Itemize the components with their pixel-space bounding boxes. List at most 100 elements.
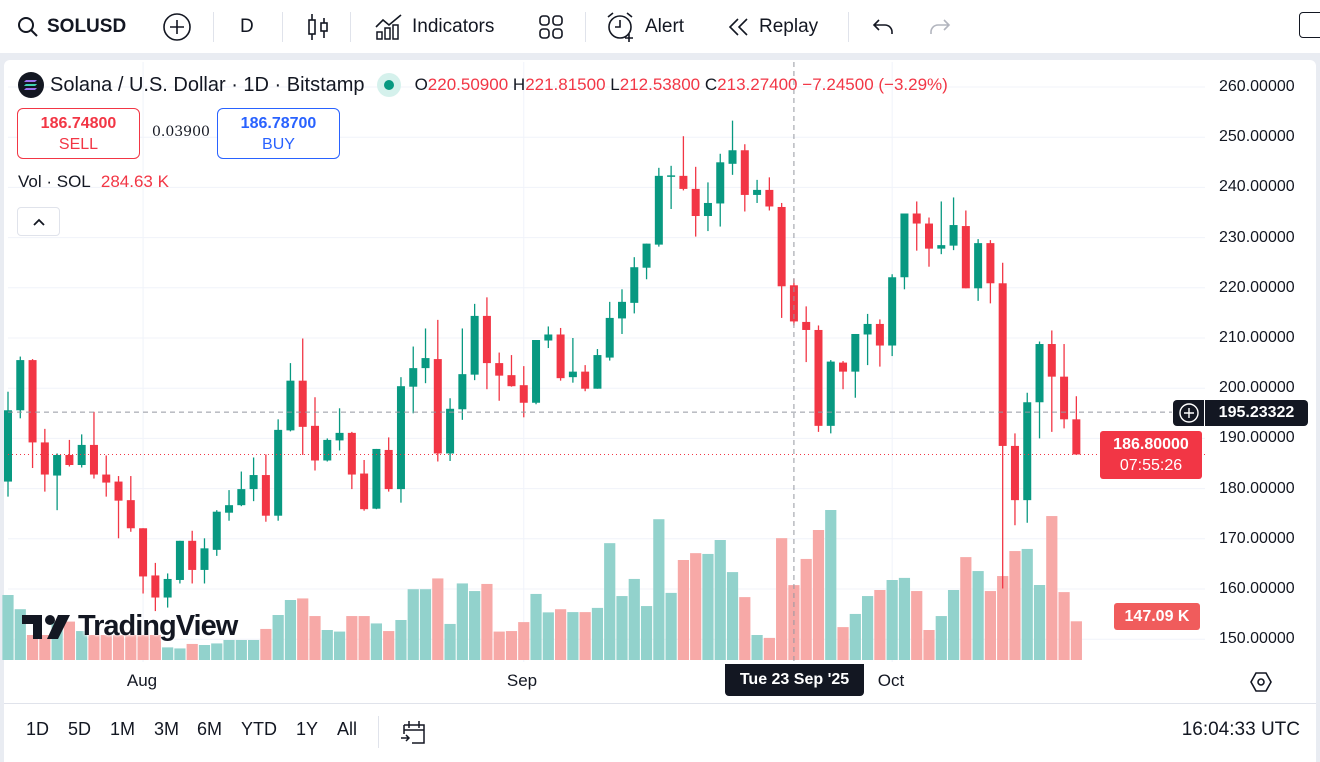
candle-down[interactable] [839,362,848,372]
candle-up[interactable] [212,511,221,550]
candle-up[interactable] [335,432,344,441]
candle-down[interactable] [789,285,798,322]
candle-up[interactable] [826,361,835,426]
symbol-search-button[interactable]: SOLUSD [17,0,126,53]
collapse-legend-button[interactable] [17,207,60,236]
range-5d[interactable]: 5D [68,719,92,739]
candle-up[interactable] [949,225,958,246]
candle-down[interactable] [89,444,98,475]
candle-up[interactable] [4,410,12,482]
candle-down[interactable] [679,175,688,189]
candle-up[interactable] [654,175,663,245]
candle-up[interactable] [286,380,295,431]
range-1m[interactable]: 1M [110,719,136,739]
replay-button[interactable]: Replay [727,0,818,53]
candle-down[interactable] [188,540,197,570]
candle-down[interactable] [482,315,491,364]
candle-down[interactable] [1060,376,1069,420]
candle-up[interactable] [409,368,418,387]
candle-up[interactable] [274,429,283,516]
candle-up[interactable] [937,245,946,249]
candle-down[interactable] [986,243,995,284]
candle-down[interactable] [360,473,369,510]
candle-up[interactable] [532,340,541,403]
candle-down[interactable] [961,226,970,289]
candle-down[interactable] [802,321,811,330]
undo-button[interactable] [871,0,895,53]
fullscreen-button[interactable] [1299,12,1320,38]
candle-down[interactable] [495,363,504,376]
candle-down[interactable] [998,283,1007,446]
candle-down[interactable] [433,359,442,454]
candle-up[interactable] [421,358,430,369]
candle-down[interactable] [311,425,319,461]
price-chart[interactable] [0,0,1320,700]
candle-up[interactable] [974,243,983,289]
sell-button[interactable]: 186.74800 SELL [17,108,140,159]
range-1d[interactable]: 1D [26,719,50,739]
candle-down[interactable] [912,213,921,224]
chart-type-button[interactable] [306,0,330,53]
candle-down[interactable] [765,189,774,207]
range-3m[interactable]: 3M [154,719,180,739]
candle-up[interactable] [888,277,897,346]
candle-up[interactable] [470,315,479,375]
candle-up[interactable] [458,374,467,410]
candle-down[interactable] [40,442,49,475]
candle-up[interactable] [642,243,651,268]
indicators-button[interactable]: Indicators [374,0,494,53]
compare-symbol-button[interactable] [162,0,192,53]
candle-down[interactable] [298,380,307,427]
candle-up[interactable] [200,548,209,570]
go-to-date-calendar-icon[interactable] [398,716,428,746]
candle-down[interactable] [126,500,135,529]
redo-button[interactable] [928,0,952,53]
candle-up[interactable] [323,439,332,461]
candle-up[interactable] [568,371,577,378]
alert-button[interactable]: Alert [605,0,684,53]
candle-up[interactable] [863,323,872,335]
interval-button[interactable]: D [240,0,254,53]
candle-down[interactable] [777,206,786,287]
range-ytd[interactable]: YTD [241,719,277,739]
candle-down[interactable] [519,385,528,403]
market-status-icon[interactable] [376,73,401,97]
candle-up[interactable] [249,475,258,490]
clock-timezone[interactable]: 16:04:33 UTC [1181,719,1300,740]
candle-down[interactable] [347,432,356,475]
candle-down[interactable] [114,481,123,501]
candle-up[interactable] [396,386,405,490]
settings-hexagon-icon[interactable] [1249,670,1273,694]
candle-up[interactable] [900,213,909,278]
candle-down[interactable] [384,449,393,490]
candle-down[interactable] [139,528,148,577]
candle-up[interactable] [753,189,762,195]
candle-up[interactable] [77,444,86,466]
candle-down[interactable] [814,329,823,426]
candle-up[interactable] [225,505,234,513]
range-all[interactable]: All [337,719,358,739]
candle-up[interactable] [237,489,246,506]
candle-up[interactable] [716,162,725,204]
candle-down[interactable] [1047,344,1056,377]
candle-down[interactable] [740,150,749,195]
candle-up[interactable] [372,448,381,509]
candle-up[interactable] [728,150,737,164]
candle-up[interactable] [851,333,860,372]
candle-down[interactable] [151,575,160,598]
candle-down[interactable] [1010,445,1019,501]
symbol-title[interactable]: Solana / U.S. Dollar · 1D · Bitstamp [50,73,365,96]
candle-down[interactable] [925,223,933,249]
candle-down[interactable] [556,334,565,379]
candle-down[interactable] [875,323,884,346]
candle-up[interactable] [1023,402,1032,501]
candle-up[interactable] [163,578,172,598]
crosshair-add-button[interactable] [1173,400,1204,426]
candle-up[interactable] [630,267,639,303]
candle-up[interactable] [544,334,553,341]
candle-up[interactable] [703,202,712,217]
candle-down[interactable] [691,188,700,217]
candle-up[interactable] [605,317,614,358]
candle-up[interactable] [175,540,184,580]
candle-up[interactable] [1035,344,1044,403]
